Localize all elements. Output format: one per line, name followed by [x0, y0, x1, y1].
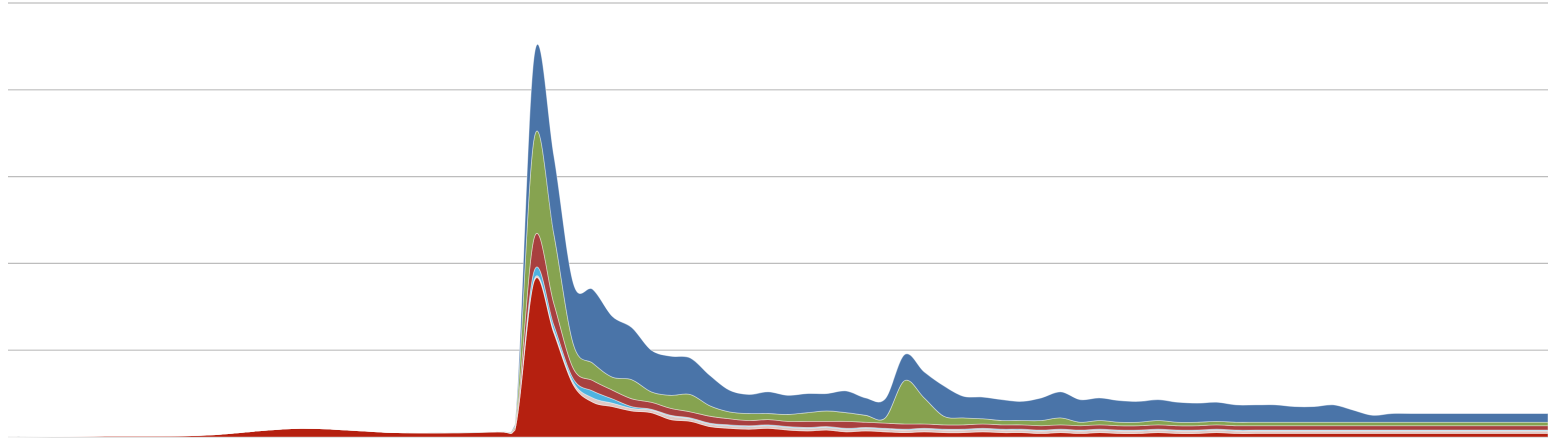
- series-area-5: [7, 44, 1549, 438]
- series-areas: [7, 44, 1549, 438]
- gridlines: [8, 2, 1548, 438]
